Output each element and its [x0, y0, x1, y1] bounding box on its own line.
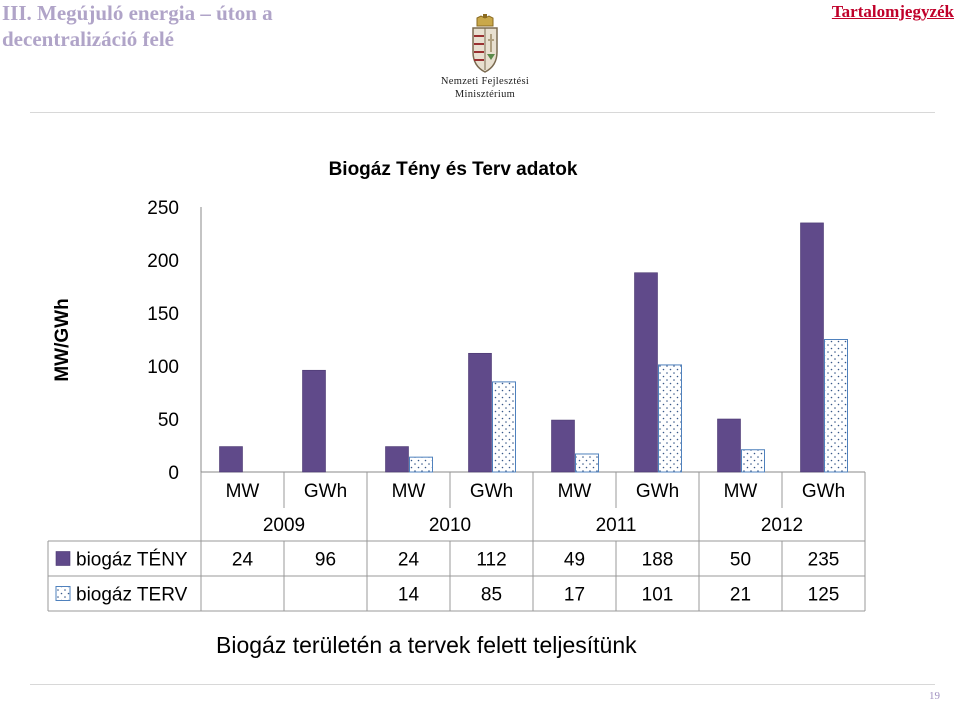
bar-teny: [717, 418, 741, 473]
group-label: 2009: [263, 515, 305, 536]
data-label: 125: [808, 585, 840, 606]
y-tick-label: 0: [168, 463, 179, 484]
data-label: 188: [642, 550, 674, 571]
header-divider: [30, 112, 935, 113]
x-tick-label: GWh: [636, 481, 679, 502]
bar-terv: [575, 453, 599, 473]
bar-teny: [385, 446, 409, 473]
bar-terv: [409, 456, 433, 473]
slide-caption: Biogáz területén a tervek felett teljesí…: [216, 632, 637, 658]
hungarian-coat-of-arms-icon: [472, 14, 498, 73]
y-tick-label: 50: [158, 410, 179, 431]
legend-label: biogáz TERV: [76, 585, 188, 606]
ministry-logo: Nemzeti Fejlesztési Minisztérium: [425, 14, 545, 102]
slide-title-line1: III. Megújuló energia – úton a: [2, 1, 273, 25]
slide-title-line2: decentralizáció felé: [2, 27, 174, 51]
toc-link[interactable]: Tartalomjegyzék: [831, 2, 954, 21]
x-tick-label: GWh: [304, 481, 347, 502]
x-tick-label: MW: [558, 481, 592, 502]
legend-swatch-terv: [55, 586, 71, 601]
page-number: 19: [929, 690, 940, 702]
biogas-chart: Biogáz Tény és Terv adatok MW/GWh 0 50 100…: [47, 159, 866, 612]
x-tick-label: GWh: [470, 481, 513, 502]
bar-teny: [219, 446, 243, 473]
bar-teny: [551, 419, 575, 473]
bar-teny: [634, 272, 658, 473]
group-label: 2011: [596, 515, 637, 536]
data-label: 96: [315, 550, 336, 571]
bar-terv: [492, 381, 516, 473]
bar-terv: [658, 364, 682, 473]
slide-title: III. Megújuló energia – úton a decentral…: [2, 0, 382, 52]
bar-terv: [824, 339, 848, 473]
x-tick-label: GWh: [802, 481, 845, 502]
data-label: 14: [398, 585, 420, 606]
legend-label: biogáz TÉNY: [76, 550, 188, 571]
y-tick-label: 150: [147, 304, 179, 325]
group-label: 2012: [761, 515, 803, 536]
bar-teny: [302, 369, 326, 473]
data-label: 24: [232, 550, 254, 571]
data-label: 50: [730, 550, 751, 571]
data-label: 17: [564, 585, 585, 606]
data-label: 85: [481, 585, 502, 606]
x-tick-label: MW: [226, 481, 260, 502]
data-label: 112: [476, 550, 506, 571]
logo-line1: Nemzeti Fejlesztési: [440, 76, 530, 87]
chart-title: Biogáz Tény és Terv adatok: [329, 159, 578, 180]
footer-divider: [30, 684, 935, 685]
group-label: 2010: [429, 515, 471, 536]
data-label: 49: [564, 550, 585, 571]
bar-terv: [741, 449, 765, 473]
y-tick-label: 250: [147, 198, 179, 219]
data-label: 24: [398, 550, 420, 571]
y-tick-label: 200: [147, 251, 179, 272]
data-label: 101: [642, 585, 674, 606]
data-label: 21: [730, 585, 751, 606]
bar-teny: [468, 352, 492, 473]
y-tick-label: 100: [147, 357, 179, 378]
data-label: 235: [808, 550, 840, 571]
logo-line2: Minisztérium: [454, 89, 516, 100]
legend-swatch-teny: [55, 551, 71, 566]
bar-teny: [800, 222, 824, 473]
x-tick-label: MW: [724, 481, 758, 502]
y-axis-label: MW/GWh: [52, 298, 73, 381]
x-tick-label: MW: [392, 481, 426, 502]
